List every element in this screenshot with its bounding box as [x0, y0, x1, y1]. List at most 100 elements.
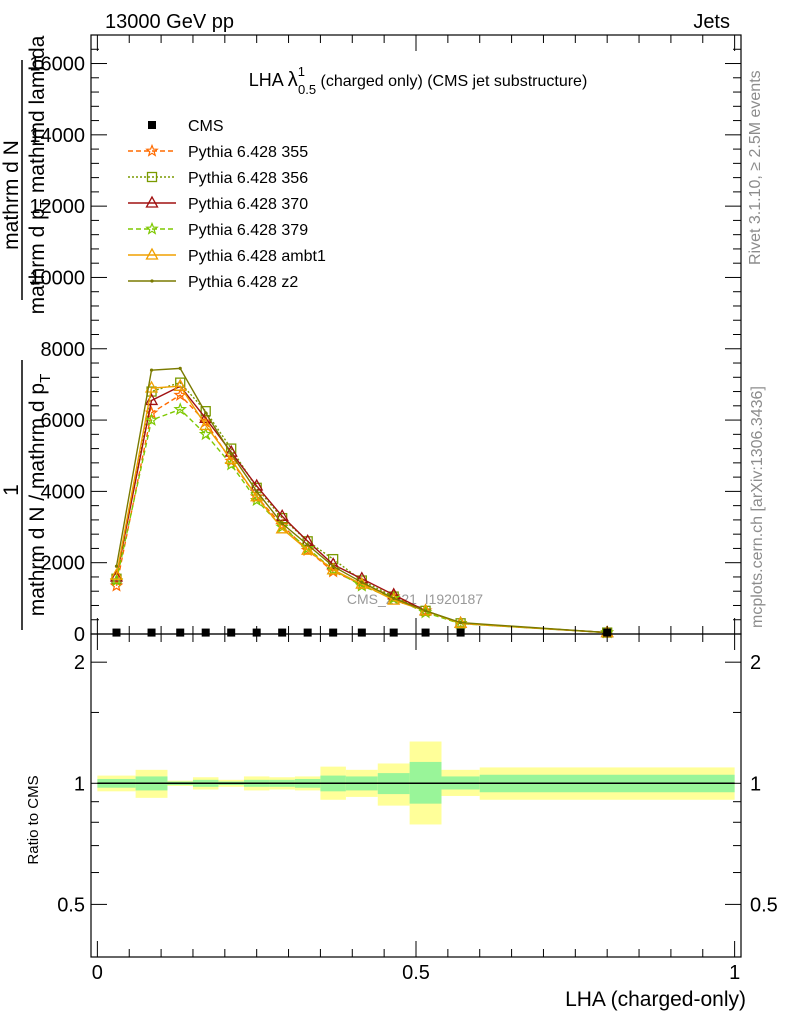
ratio-ytick-label-right-2: 2	[750, 652, 761, 674]
series-point-5-1	[149, 368, 154, 372]
series-point-4-8	[326, 562, 340, 575]
legend-cms-marker	[148, 121, 156, 129]
series-point-3-1	[144, 412, 159, 426]
main-series-layer	[109, 366, 615, 639]
ratio-ylabel: Ratio to CMS	[25, 775, 42, 864]
series-point-2-4	[224, 444, 238, 457]
ratio-ytick-label-right-0: 0.5	[750, 894, 778, 916]
cms-point-9	[357, 628, 366, 637]
main-ytick-label-0: 0	[74, 624, 85, 646]
side-label-rivet: Rivet 3.1.10, ≥ 2.5M events	[747, 70, 764, 265]
main-ytick-label-2: 4000	[41, 481, 86, 503]
ylabel-inner-den: mathrm d pT mathrmd lambda	[26, 35, 54, 314]
cms-point-6	[278, 628, 287, 637]
main-plot: CMS_2021_I1920187 0 2000 4000 6000 8000 10000…	[0, 34, 742, 646]
series-point-4-0	[109, 567, 124, 580]
series-point-5-0	[114, 564, 119, 568]
title-sub: 0.5	[298, 82, 316, 97]
series-point-3-3	[198, 427, 213, 441]
legend-cms-label: CMS	[188, 118, 224, 135]
main-ytick-label-3: 6000	[41, 410, 86, 432]
legend-marker-4	[145, 247, 159, 260]
series-point-5-10	[392, 596, 396, 600]
cms-point-11	[421, 628, 430, 637]
cms-point-3	[201, 628, 210, 637]
series-point-4-2	[173, 378, 187, 391]
title-main: LHA	[249, 70, 288, 90]
series-point-4-7	[301, 542, 315, 555]
series-point-5-11	[423, 609, 428, 613]
legend-entry-3: Pythia 6.428 379	[128, 221, 308, 239]
ylabel-inner-num: mathrm d N	[0, 140, 23, 250]
header-right: Jets	[693, 11, 730, 33]
ratio-xlabel: LHA (charged-only)	[565, 988, 746, 1011]
main-legend: CMS Pythia 6.428 355 Pythia 6.428 356 Pythi…	[128, 118, 326, 291]
series-point-5-5	[255, 489, 259, 493]
main-cms-points	[112, 628, 612, 637]
ratio-axes: 0.5 0.5 1 1 2 2 0 0.5 1	[57, 633, 778, 984]
cms-point-7	[303, 628, 312, 637]
series-point-5-9	[360, 580, 364, 584]
ylabel-inner-den-a: mathrm d p	[26, 208, 49, 314]
series-point-5-2	[178, 366, 182, 370]
ratio-ytick-label-right-1: 1	[750, 773, 761, 795]
cms-point-12	[456, 628, 465, 637]
series-line-3	[115, 408, 608, 634]
legend-label-3: Pythia 6.428 379	[188, 222, 308, 239]
series-point-5-8	[331, 564, 335, 568]
legend-marker-2	[145, 195, 159, 208]
header-left: 13000 GeV pp	[105, 11, 234, 33]
title-rest: (charged only) (CMS jet substructure)	[316, 73, 587, 90]
legend-entry-0: Pythia 6.428 355	[128, 143, 308, 161]
ylabel-inner-den-sub: T	[37, 199, 54, 208]
main-ytick-label-5: 10000	[29, 267, 85, 289]
side-label-mcplots: mcplots.cern.ch [arXiv:1306.3436]	[749, 386, 766, 628]
ylabel-inner-den-b: mathrmd lambda	[26, 35, 49, 199]
ratio-ytick-label-0: 0.5	[57, 894, 85, 916]
ylabel-denominator: mathrm d N / mathrm d pT	[26, 374, 54, 617]
series-point-1-3	[200, 406, 211, 417]
legend-entry-5: Pythia 6.428 z2	[128, 274, 298, 291]
cms-point-1	[147, 628, 156, 637]
cms-point-8	[329, 628, 338, 637]
legend-entry-4: Pythia 6.428 ambt1	[128, 247, 326, 265]
main-ytick-label-7: 14000	[29, 125, 85, 147]
cms-point-0	[112, 628, 121, 637]
legend-entry-1: Pythia 6.428 356	[128, 170, 308, 187]
legend-label-2: Pythia 6.428 370	[188, 196, 308, 213]
ylabel-denominator-sub: T	[37, 374, 54, 383]
series-point-3-2	[173, 402, 188, 416]
series-point-5-4	[229, 452, 233, 456]
cms-point-10	[389, 628, 398, 637]
series-point-4-3	[199, 418, 213, 431]
main-axes: 0 2000 4000 6000 8000 10000 12000 14000 16000	[29, 34, 742, 646]
ratio-bands	[97, 741, 735, 825]
ratio-xtick-label-0: 0	[92, 962, 103, 984]
legend-entry-2: Pythia 6.428 370	[128, 195, 308, 213]
series-point-2-0	[109, 569, 124, 582]
main-ytick-label-6: 12000	[29, 196, 85, 218]
legend-marker-0	[145, 143, 159, 157]
ratio-ytick-label-1: 1	[74, 773, 85, 795]
legend-label-1: Pythia 6.428 356	[188, 170, 308, 187]
legend-label-4: Pythia 6.428 ambt1	[188, 248, 326, 265]
watermark: CMS_2021_I1920187	[347, 591, 483, 607]
ratio-plot: 0.5 0.5 1 1 2 2 0 0.5 1 Ratio to CMS LHA (charge…	[25, 633, 778, 1011]
series-point-5-3	[204, 411, 208, 415]
legend-marker-1	[146, 171, 158, 183]
ylabel-denominator-text: mathrm d N / mathrm d p	[26, 383, 49, 616]
ratio-ytick-label-2: 2	[74, 652, 85, 674]
series-point-5-12	[459, 620, 463, 625]
legend-label-0: Pythia 6.428 355	[188, 144, 308, 161]
series-line-5	[115, 367, 608, 634]
series-point-5-7	[306, 543, 310, 547]
series-point-0-0	[109, 578, 124, 592]
ylabel-one: 1	[0, 484, 23, 496]
main-title: LHA λ1 0.5 (charged only) (CMS jet substr…	[249, 64, 588, 97]
main-ytick-label-1: 2000	[41, 553, 86, 575]
cms-point-4	[227, 628, 236, 637]
ratio-xtick-label-2: 1	[729, 962, 740, 984]
series-point-4-6	[275, 521, 289, 534]
